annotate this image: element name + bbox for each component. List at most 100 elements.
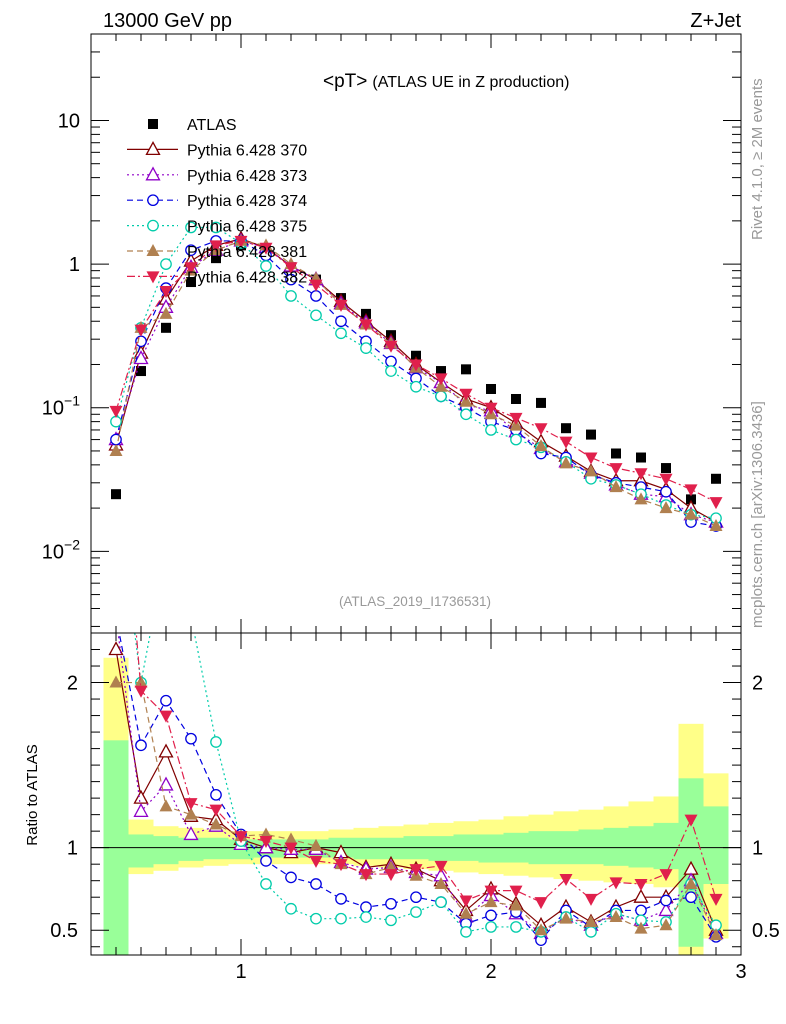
legend-label: Pythia 6.428 373 (187, 168, 307, 185)
ratio-point-p381 (209, 817, 223, 830)
ratio-point-p382 (609, 877, 623, 890)
legend-marker-p373 (145, 166, 161, 181)
point-p382 (209, 240, 223, 253)
point-data (436, 366, 446, 377)
ratio-point-p375 (410, 906, 422, 918)
ratio-point-p375 (111, 479, 121, 489)
point-data (536, 397, 546, 408)
ratio-y-tick-label-right: 1 (752, 838, 763, 860)
legend-label: Pythia 6.428 382 (187, 269, 307, 286)
point-p381 (534, 439, 548, 452)
ratio-point-p382 (234, 831, 248, 844)
ratio-point-p381 (684, 876, 698, 889)
ratio-panel: 0.5 0.5 1 1 2 2 1 2 3 Ratio to ATLAS (24, 380, 780, 983)
ratio-series-p370 (108, 641, 724, 936)
ratio-y-tick-label: 2 (67, 673, 78, 695)
ratio-point-p382 (709, 893, 723, 906)
ratio-point-p370 (108, 641, 124, 656)
point-p382 (584, 452, 598, 465)
uncertainty-band-inner (628, 826, 654, 868)
point-data (636, 452, 646, 463)
point-p374 (285, 273, 297, 286)
main-panel: 10−2 10−1 1 10 <pT> (ATLAS UE in Z productio… (42, 33, 742, 634)
legend-item-p382: Pythia 6.428 382 (127, 269, 307, 286)
ratio-axis-label: Ratio to ATLAS (24, 744, 41, 845)
ratio-point-p375 (260, 878, 272, 890)
point-p375 (310, 309, 322, 322)
legend-marker-p375 (147, 219, 159, 232)
point-data (486, 383, 496, 394)
ratio-point-p375 (285, 902, 297, 915)
point-data (411, 350, 421, 361)
point-p375 (285, 290, 297, 302)
uncertainty-band-inner (203, 837, 229, 860)
ratio-point-p382 (409, 864, 423, 877)
point-p375 (360, 342, 372, 354)
uncertainty-band-inner (653, 822, 679, 870)
point-p375 (260, 260, 272, 272)
ratio-point-p381 (184, 807, 198, 820)
series-p375 (110, 221, 722, 525)
point-p382 (709, 497, 723, 510)
ratio-point-p381 (534, 923, 548, 936)
ratio-point-p382 (634, 878, 648, 891)
point-p382 (409, 359, 423, 372)
y-tick-label: 10−1 (42, 393, 80, 420)
series-p382 (109, 235, 723, 510)
legend-item-p370: Pythia 6.428 370 (127, 141, 307, 159)
point-p381 (584, 464, 598, 477)
ratio-point-p375 (210, 736, 222, 748)
ratio-point-p382 (134, 685, 148, 698)
ratio-point-p381 (584, 914, 598, 927)
point-p382 (684, 484, 698, 497)
point-p375 (485, 424, 497, 436)
point-p375 (435, 390, 447, 403)
ratio-point-p382 (559, 874, 573, 887)
point-data (461, 364, 471, 375)
legend-item-p373: Pythia 6.428 373 (127, 166, 307, 185)
ratio-point-p374 (160, 694, 172, 707)
point-p381 (559, 456, 573, 469)
uncertainty-band-inner (478, 834, 504, 863)
uncertainty-band-inner (703, 806, 729, 884)
plot-title: <pT> (ATLAS UE in Z production) (323, 71, 569, 92)
ratio-series-p374 (111, 611, 722, 946)
ratio-point-p381 (134, 675, 148, 688)
point-p382 (634, 468, 648, 481)
ratio-point-p382 (359, 869, 373, 882)
ratio-point-p374 (310, 878, 322, 890)
legend-label: Pythia 6.428 381 (187, 244, 307, 261)
point-p374 (335, 315, 347, 328)
point-data (686, 494, 696, 505)
ratio-point-p374 (335, 893, 347, 905)
ratio-point-p381 (484, 895, 498, 908)
ratio-y-tick-label-right: 2 (752, 673, 763, 695)
ratio-point-p381 (284, 832, 298, 845)
legend-marker-p381 (146, 244, 160, 256)
ratio-point-p375 (186, 611, 196, 621)
ratio-point-p382 (584, 893, 598, 906)
x-tick-label: 1 (235, 961, 246, 983)
legend-marker-data (148, 119, 158, 129)
point-data (511, 393, 521, 404)
point-p375 (385, 365, 397, 377)
ratio-point-p382 (110, 380, 123, 392)
ratio-point-p374 (135, 739, 147, 752)
y-tick-label: 1 (69, 254, 80, 276)
point-data (711, 473, 721, 484)
legend-label: Pythia 6.428 375 (187, 219, 307, 236)
ratio-point-p374 (185, 732, 197, 745)
ratio-point-p381 (434, 876, 448, 889)
ratio-point-p374 (111, 611, 121, 621)
point-p381 (159, 306, 173, 319)
ratio-point-p375 (335, 912, 347, 925)
point-p382 (259, 242, 273, 255)
ratio-point-p382 (284, 842, 298, 855)
point-p374 (385, 355, 397, 368)
energy-label: 13000 GeV pp (103, 10, 232, 32)
legend-item-data: ATLAS (148, 117, 237, 134)
ratio-point-p374 (635, 904, 647, 917)
ratio-point-p382 (684, 814, 698, 827)
point-p382 (534, 423, 548, 436)
ratio-point-p382 (659, 869, 673, 882)
